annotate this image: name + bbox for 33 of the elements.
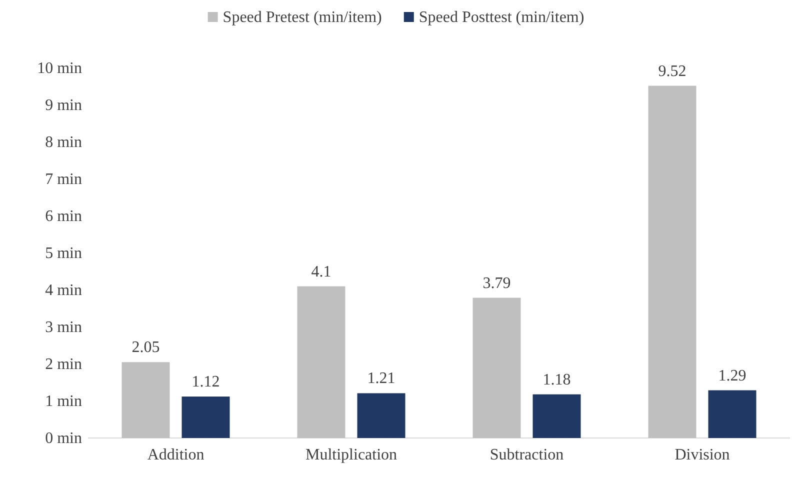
data-label: 2.05 [132, 339, 160, 356]
bar [182, 396, 230, 438]
y-tick-label: 2 min [45, 356, 82, 374]
bar [297, 286, 346, 438]
y-tick-label: 5 min [45, 245, 82, 262]
data-label: 1.12 [192, 374, 220, 391]
y-tick-label: 8 min [45, 134, 82, 152]
bar [472, 298, 521, 438]
data-label: 1.29 [718, 367, 746, 384]
bar [708, 390, 756, 438]
data-label: 9.52 [658, 62, 686, 80]
y-tick-label: 7 min [45, 171, 82, 188]
bar [648, 86, 696, 438]
x-tick-label: Division [674, 446, 730, 464]
data-label: 1.18 [542, 371, 571, 388]
x-tick-label: Addition [147, 446, 204, 464]
x-tick-label: Subtraction [490, 446, 564, 464]
legend-label: Speed Pretest (min/item) [222, 9, 382, 26]
y-tick-label: 6 min [45, 208, 82, 226]
y-tick-label: 4 min [45, 282, 82, 300]
x-tick-label: Multiplication [305, 446, 398, 464]
y-tick-label: 10 min [37, 60, 82, 78]
data-label: 4.1 [311, 263, 332, 280]
bar [122, 362, 170, 438]
bar [357, 393, 406, 438]
bar [532, 394, 581, 438]
y-tick-label: 1 min [45, 393, 82, 410]
legend-label: Speed Posttest (min/item) [418, 9, 584, 26]
y-tick-label: 9 min [45, 97, 82, 114]
data-label: 1.21 [367, 370, 396, 388]
y-tick-label: 0 min [45, 430, 82, 448]
y-tick-label: 3 min [45, 319, 82, 336]
data-label: 3.79 [482, 274, 511, 292]
